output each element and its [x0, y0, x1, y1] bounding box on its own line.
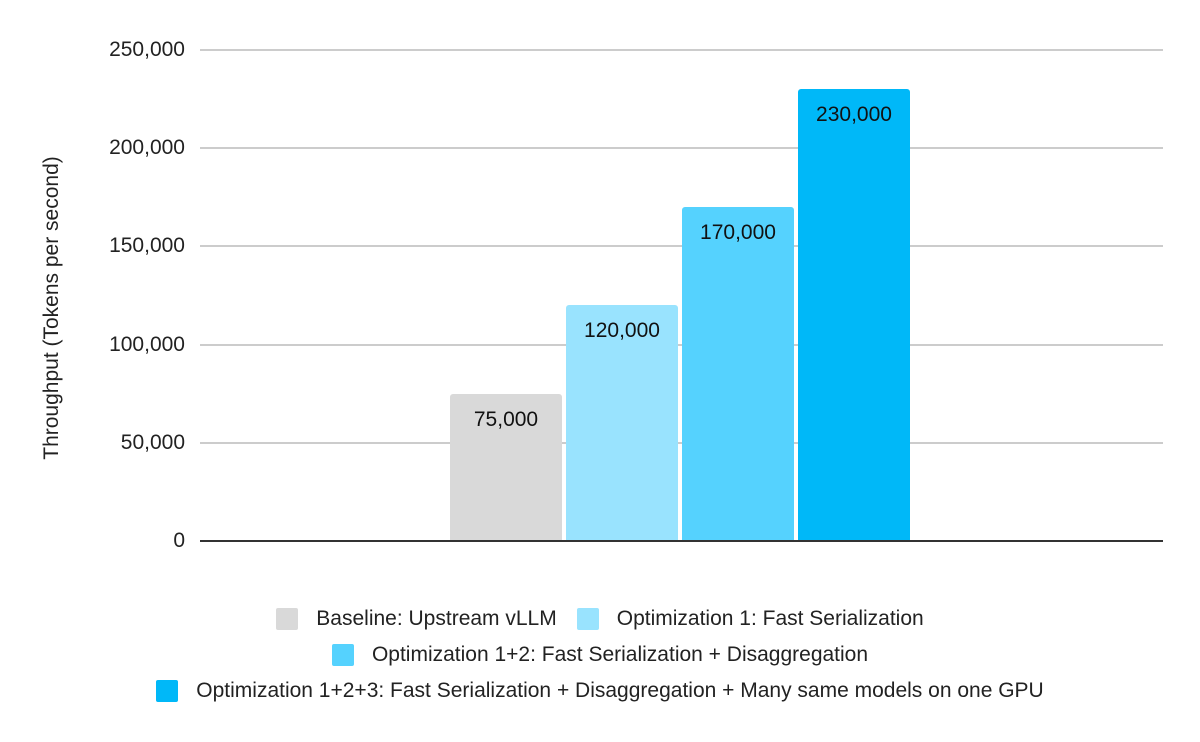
bar-2: 120,000 [566, 305, 678, 541]
gridline [200, 49, 1163, 51]
legend-label: Optimization 1+2+3: Fast Serialization +… [196, 679, 1044, 702]
y-tick-label: 150,000 [109, 234, 185, 258]
bar-value-label: 170,000 [700, 221, 776, 245]
gridline [200, 343, 1163, 346]
bar-value-label: 120,000 [584, 319, 660, 343]
legend-label: Optimization 1+2: Fast Serialization + D… [371, 643, 869, 666]
gridline [200, 147, 1163, 150]
y-axis-label: Throughput (Tokens per second) [40, 156, 63, 460]
y-tick-label: 250,000 [109, 38, 185, 61]
legend-swatch-icon [331, 644, 354, 666]
legend-item: Optimization 1+2: Fast Serialization + D… [331, 643, 869, 667]
gridline [200, 441, 1163, 444]
y-tick-label: 200,000 [109, 136, 185, 160]
legend-swatch-icon [156, 680, 179, 702]
legend-row: Optimization 1+2+3: Fast Serialization +… [0, 679, 1200, 708]
legend-swatch-icon [576, 608, 599, 630]
legend-label: Optimization 1: Fast Serialization [616, 607, 924, 630]
legend-item: Optimization 1+2+3: Fast Serialization +… [156, 679, 1044, 703]
x-axis-line [200, 540, 1163, 542]
y-tick-label: 100,000 [109, 332, 185, 356]
legend-row: Baseline: Upstream vLLM Optimization 1: F… [0, 607, 1200, 636]
bar-1: 75,000 [450, 393, 562, 541]
bar-4: 230,000 [798, 89, 910, 541]
bar-value-label: 75,000 [473, 407, 539, 431]
y-tick-label: 50,000 [120, 430, 185, 454]
y-tick-label: 0 [173, 529, 185, 552]
legend-item: Optimization 1: Fast Serialization [576, 607, 924, 631]
legend-row: Optimization 1+2: Fast Serialization + D… [0, 643, 1200, 672]
legend-swatch-icon [276, 608, 299, 630]
bar-value-label: 230,000 [816, 103, 892, 127]
gridline [200, 245, 1163, 248]
legend-label: Baseline: Upstream vLLM [316, 607, 557, 630]
bar-3: 170,000 [682, 207, 794, 541]
legend-item: Baseline: Upstream vLLM [276, 607, 557, 631]
